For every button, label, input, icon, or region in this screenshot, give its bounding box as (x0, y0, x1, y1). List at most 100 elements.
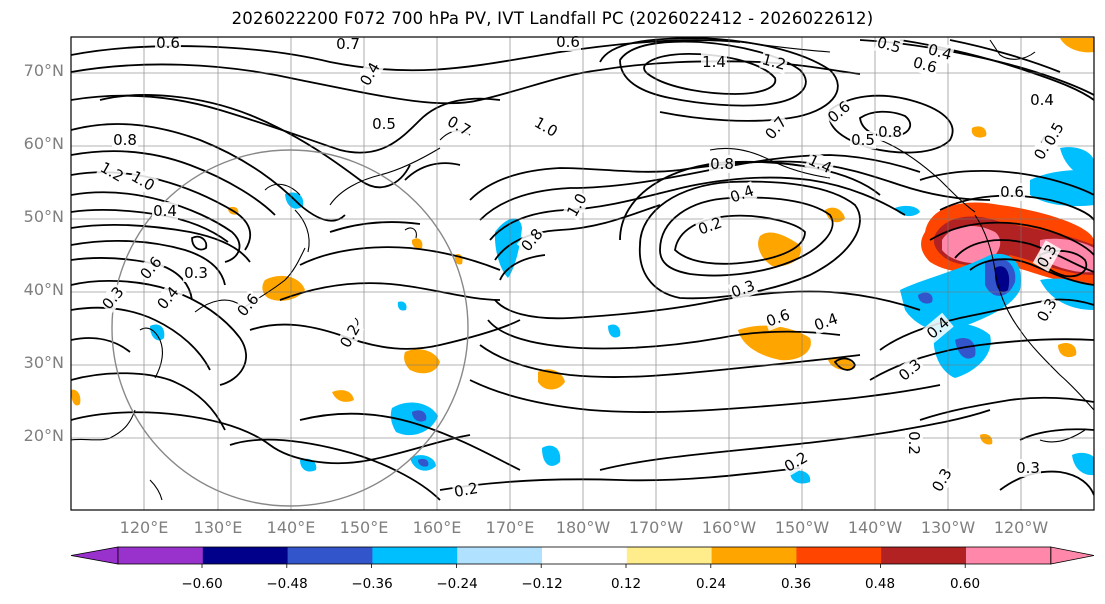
colorbar-bin (457, 547, 543, 564)
colorbar-bin (542, 547, 628, 564)
contour-label-bg (999, 183, 1025, 201)
contour-label: 1.0 (128, 167, 158, 195)
contour-label: 0.5 (372, 115, 396, 133)
contour-label-bg (910, 52, 940, 78)
contour-label: 1.4 (702, 53, 726, 71)
contour-label-bg (562, 189, 592, 221)
positive-anomaly-small-5 (1058, 343, 1077, 358)
contour-label-bg (726, 181, 758, 207)
colorbar-bin (966, 547, 1052, 564)
lon-label-120w: 120°W (993, 518, 1049, 537)
negative-anomaly-west-6 (150, 324, 165, 341)
contour-label-bg (927, 464, 957, 496)
positive-anomaly-small-1 (411, 238, 423, 249)
contour-label-bg (127, 166, 159, 196)
colorbar-bin (626, 547, 713, 564)
colorbar-tick-label: 0.24 (695, 576, 727, 592)
lon-label-140w: 140°W (847, 518, 903, 537)
contour-label-bg (760, 112, 792, 144)
colorbar-bin (287, 547, 373, 564)
contour-label: 0.8 (878, 123, 902, 141)
positive-anomaly-central-3 (825, 207, 845, 223)
colorbar-tick-label: −0.24 (436, 576, 478, 592)
contour-label: 0.4 (1030, 91, 1054, 109)
colorbar (70, 546, 1095, 568)
contour-label: 1.2 (97, 158, 127, 186)
contour-label-bg (371, 115, 397, 133)
positive-anomaly-central-2 (738, 325, 811, 361)
colorbar-tick-label: −0.60 (181, 576, 223, 592)
contour-label: 0.5 (875, 33, 903, 57)
lon-label-130e: 130°E (193, 518, 243, 537)
contour-label: 0.5 (851, 131, 875, 149)
colorbar-extend-min (70, 546, 119, 565)
contour-label-bg (135, 252, 167, 284)
negative-anomaly-west-7 (608, 324, 621, 338)
contour-label: 0.3 (928, 465, 956, 495)
graticule (71, 37, 1094, 510)
contour-label-bg (443, 111, 475, 141)
contour-label-bg (152, 282, 184, 314)
colorbar-tick-label: 0.12 (610, 576, 642, 592)
pv-contours (71, 37, 1094, 501)
contour-label: 0.7 (444, 112, 474, 140)
lon-label-180w: 180°W (555, 518, 611, 537)
contour-label: 0.8 (710, 155, 734, 173)
contour-label: 0.4 (356, 59, 384, 89)
negative-anomaly-west-11 (1072, 452, 1094, 476)
contour-label-bg (1032, 240, 1062, 272)
negative-anomaly-west-3-core (418, 458, 429, 467)
colorbar-tick-label: −0.36 (351, 576, 393, 592)
colorbar-bin (711, 547, 797, 564)
lon-label-140e: 140°E (266, 518, 316, 537)
colorbar-tick-label: −0.12 (521, 576, 563, 592)
lat-label-40n: 40°N (23, 280, 64, 299)
contour-label: 0.6 (824, 97, 854, 126)
lon-label-170w: 170°W (628, 518, 684, 537)
colorbar-outline (117, 546, 1052, 565)
contour-label: 0.4 (153, 202, 177, 220)
contour-label: 0.6 (911, 53, 939, 77)
positive-anomaly-west-1 (262, 275, 305, 301)
contour-label-bg (701, 53, 727, 71)
contour-label: 0.6 (1000, 183, 1024, 201)
colorbar-bin (881, 547, 967, 564)
positive-anomaly-west-3 (538, 369, 565, 390)
contour-label: 0.3 (895, 355, 925, 384)
contour-label-bg (759, 49, 789, 75)
positive-anomaly-small-3 (971, 126, 987, 138)
positive-anomaly-central-4 (828, 357, 855, 370)
lon-label-170e: 170°E (485, 518, 535, 537)
contour-label-bg (694, 213, 726, 239)
positive-anomaly-west-2 (404, 349, 440, 374)
lon-label-160e: 160°E (412, 518, 462, 537)
negative-anomaly-west-2-core (412, 410, 427, 422)
contour-label-bg (516, 224, 548, 256)
colorbar-tick-label: 0.36 (780, 576, 812, 592)
contour-label-bg (762, 305, 794, 331)
contour-label-bg (335, 35, 361, 53)
lon-label-150w: 150°W (774, 518, 830, 537)
contour-label-bg (97, 282, 129, 314)
contour-label: 1.2 (760, 50, 788, 74)
contour-label: 0.3 (1016, 459, 1040, 477)
contour-label-bg (780, 447, 812, 477)
contour-label-bg (1039, 118, 1069, 150)
negative-anomaly-west-10 (397, 301, 407, 311)
contour-label-bg (877, 123, 903, 141)
contour-label-bg (894, 354, 926, 386)
colorbar-bin (118, 547, 204, 564)
negative-anomaly-small-b (918, 292, 933, 304)
contour-label-bg (155, 34, 181, 52)
positive-anomaly-west-4 (332, 390, 354, 402)
contour-label-bg (1029, 91, 1055, 109)
contour-label-bg (727, 276, 759, 302)
lat-label-30n: 30°N (23, 353, 64, 372)
map-title: 2026022200 F072 700 hPa PV, IVT Landfall… (231, 9, 874, 28)
positive-anomaly-central-1 (758, 232, 801, 267)
negative-anomaly-south-core (955, 337, 976, 359)
lat-label-70n: 70°N (23, 61, 64, 80)
contour-label: 0.6 (156, 34, 180, 52)
contour-label: 0.7 (336, 35, 360, 53)
